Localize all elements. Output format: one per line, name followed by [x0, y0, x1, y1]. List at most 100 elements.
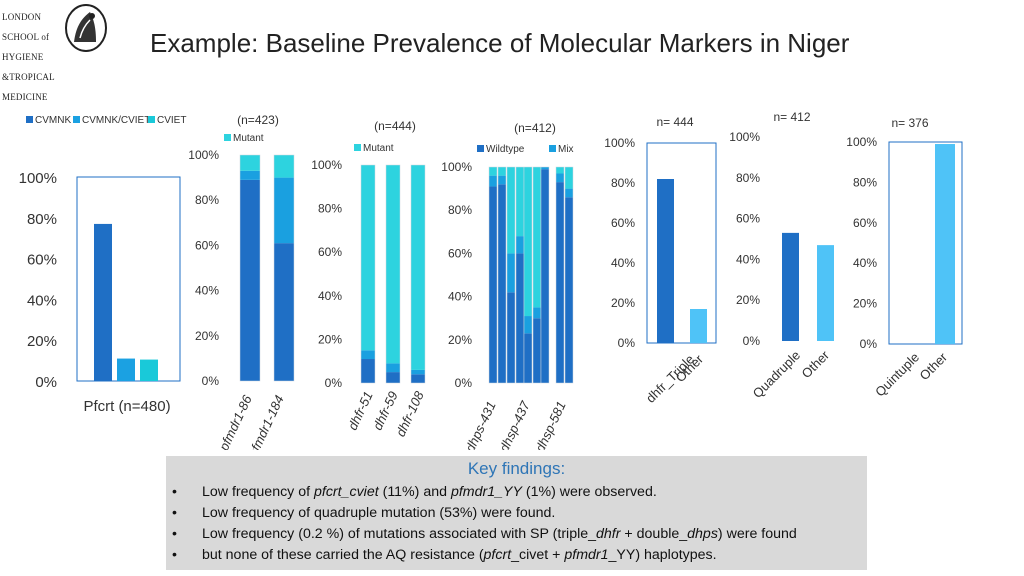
y-tick-label: 60% — [318, 245, 342, 259]
finding-emphasis: pfmdr1 — [564, 547, 609, 563]
finding-emphasis: dhps — [687, 526, 718, 542]
y-tick-label: 80% — [736, 171, 760, 185]
y-tick-label: 100% — [19, 170, 57, 187]
crest-icon — [65, 4, 107, 52]
finding-emphasis: pfcrt — [483, 547, 512, 563]
plot-frame — [76, 176, 181, 382]
bar-outline — [239, 154, 261, 382]
finding-text: but none of these carried the AQ resista… — [202, 547, 484, 563]
legend-label: Mutant — [363, 143, 394, 154]
bar — [140, 359, 158, 381]
legend-swatch — [354, 144, 361, 151]
finding-text: _YY) haplotypes. — [608, 547, 717, 563]
bar-outline — [273, 154, 295, 382]
bar-segment — [556, 182, 564, 383]
bar-outline — [555, 166, 565, 384]
legend-label: CVIET — [157, 115, 186, 126]
bar-outline — [564, 166, 574, 384]
x-tick-label: Quadruple — [750, 348, 804, 402]
bar-segment — [386, 165, 400, 364]
y-tick-label: 60% — [853, 216, 877, 230]
plot-frame — [646, 142, 717, 344]
y-tick-label: 20% — [318, 332, 342, 346]
y-tick-label: 80% — [195, 193, 219, 207]
bar-segment — [411, 374, 425, 383]
bar-segment — [361, 359, 375, 383]
finding-text: _civet + — [511, 547, 565, 563]
x-tick-label: pfmdr1-86 — [216, 392, 255, 450]
y-tick-label: 0% — [618, 336, 636, 350]
finding-item: Low frequency of pfcrt_cviet (11%) and p… — [166, 482, 867, 503]
y-tick-label: 40% — [448, 290, 472, 304]
bar-outline — [506, 166, 516, 384]
finding-text: (1%) were observed. — [521, 484, 657, 500]
y-tick-label: 40% — [195, 284, 219, 298]
y-tick-label: 0% — [325, 376, 343, 390]
x-tick-label: Other — [673, 351, 707, 385]
lshtm-logo: LONDON SCHOOL of HYGIENE &TROPICAL MEDIC… — [2, 2, 110, 102]
legend-swatch — [549, 145, 556, 152]
logo-line: HYGIENE — [2, 52, 44, 62]
bar-segment — [541, 167, 549, 170]
logo-line: MEDICINE — [2, 92, 48, 102]
bar-segment — [524, 316, 532, 334]
y-tick-label: 100% — [729, 130, 760, 144]
x-tick-label: Quintuple — [872, 350, 922, 400]
bar-segment — [565, 188, 573, 198]
y-tick-label: 20% — [27, 333, 57, 350]
finding-text: Low frequency (0.2 %) of mutations assoc… — [202, 526, 597, 542]
n-label: n= 444 — [656, 115, 693, 129]
bar-segment — [489, 167, 497, 176]
x-tick-label: Other — [917, 349, 951, 383]
logo-line: SCHOOL of — [2, 32, 50, 42]
legend-label: Wildtype — [486, 144, 525, 155]
finding-text: Low frequency of — [202, 484, 314, 500]
bar-segment — [556, 173, 564, 183]
legend-swatch — [224, 134, 231, 141]
legend-swatch — [148, 116, 155, 123]
bar-segment — [533, 307, 541, 319]
bar — [117, 358, 135, 381]
y-tick-label: 60% — [195, 238, 219, 252]
bar-outline — [497, 166, 507, 384]
finding-item: Low frequency of quadruple mutation (53%… — [166, 503, 867, 524]
bar-outline — [523, 166, 533, 384]
x-tick-label: Other — [799, 347, 833, 381]
bar-segment — [240, 155, 260, 171]
bar-segment — [498, 167, 506, 176]
y-tick-label: 60% — [27, 252, 57, 269]
legend-swatch — [477, 145, 484, 152]
bar-segment — [516, 253, 524, 383]
y-tick-label: 80% — [318, 202, 342, 216]
n-label: (n=444) — [374, 119, 416, 133]
key-findings-title: Key findings: — [467, 459, 566, 478]
finding-text: (11%) and — [378, 484, 451, 500]
bar-segment — [240, 179, 260, 381]
bar-segment — [524, 167, 532, 317]
finding-emphasis: pfmdr1_YY — [450, 484, 522, 500]
bar-segment — [411, 165, 425, 370]
bar-segment — [516, 167, 524, 237]
logo-line: LONDON — [2, 12, 42, 22]
y-tick-label: 0% — [202, 374, 220, 388]
x-tick-label: dhsp-437 — [496, 398, 533, 450]
bar-segment — [489, 186, 497, 383]
bar-segment — [533, 318, 541, 383]
bar — [690, 309, 707, 343]
y-tick-label: 40% — [736, 252, 760, 266]
finding-emphasis: dhfr — [596, 526, 621, 542]
bar-segment — [565, 197, 573, 383]
bar-segment — [507, 167, 515, 254]
bar-segment — [498, 175, 506, 185]
bar-outline — [360, 164, 376, 384]
bar-segment — [240, 170, 260, 180]
charts-area: CVMNK CVMNK/CVIET CVIET 0% 20% 40% 60% 80% 100% P… — [19, 110, 963, 450]
legend-label: Mutant — [233, 133, 264, 144]
y-tick-label: 100% — [846, 135, 877, 149]
page-title: Example: Baseline Prevalence of Molecula… — [150, 28, 850, 58]
y-tick-label: 100% — [441, 160, 472, 174]
bar-outline — [410, 164, 426, 384]
y-tick-label: 100% — [188, 148, 219, 162]
bar-segment — [516, 236, 524, 254]
finding-emphasis: pfcrt_cviet — [314, 484, 379, 500]
